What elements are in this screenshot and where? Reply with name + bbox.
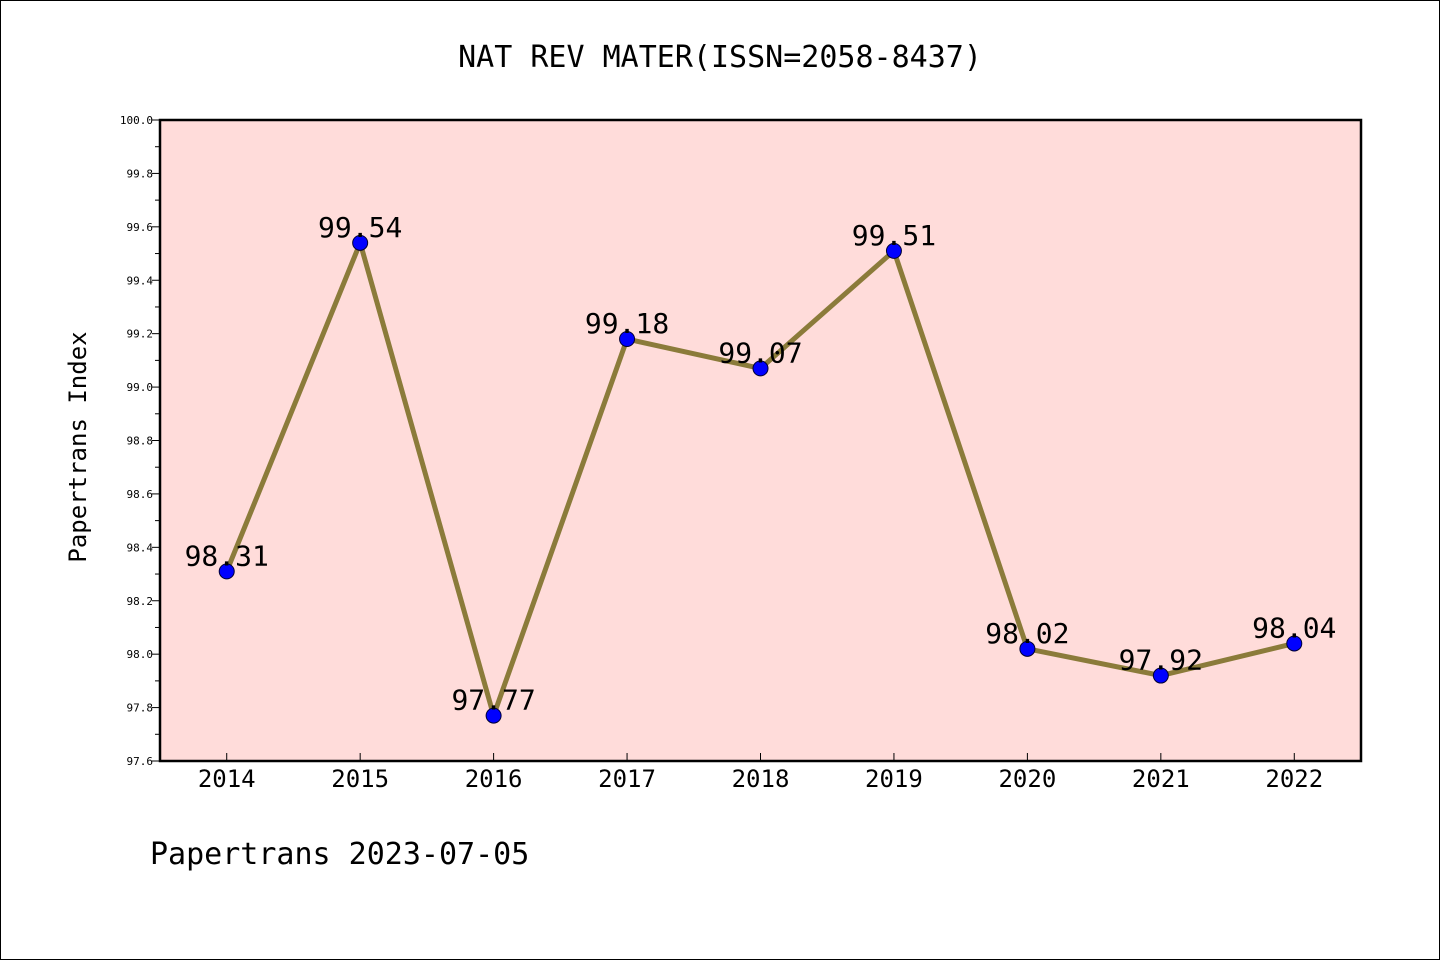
data-point bbox=[1019, 640, 1036, 657]
data-label: 99.51 bbox=[852, 219, 936, 252]
y-axis-label: Papertrans Index bbox=[64, 331, 92, 562]
x-tick-label: 2017 bbox=[598, 765, 656, 793]
y-axis: 97.6 97.8 98.0 98.2 98.4 98.6 98.8 99.0 99.2 99.4… bbox=[120, 114, 160, 768]
data-point bbox=[218, 563, 235, 580]
y-tick-label: 99.6 bbox=[127, 221, 154, 234]
y-tick-label: 97.6 bbox=[127, 755, 154, 768]
data-point bbox=[485, 707, 502, 724]
plot-area bbox=[158, 118, 1363, 763]
data-point bbox=[619, 331, 636, 348]
x-tick-label: 2018 bbox=[732, 765, 790, 793]
y-tick-label: 100.0 bbox=[120, 114, 153, 127]
data-point bbox=[752, 360, 769, 377]
data-label: 99.07 bbox=[718, 336, 802, 369]
x-tick-label: 2015 bbox=[331, 765, 389, 793]
data-label: 98.02 bbox=[985, 617, 1069, 650]
data-point bbox=[1152, 667, 1169, 684]
data-label: 99.18 bbox=[585, 307, 669, 340]
chart-title: NAT REV MATER(ISSN=2058-8437) bbox=[458, 40, 982, 75]
x-axis: 2014 2015 2016 2017 2018 2019 2020 2021 2022 bbox=[198, 753, 1323, 793]
x-tick-label: 2021 bbox=[1132, 765, 1190, 793]
data-label: 98.31 bbox=[185, 539, 269, 572]
data-label: 97.92 bbox=[1119, 644, 1203, 677]
y-tick-label: 99.0 bbox=[127, 381, 154, 394]
x-tick-label: 2019 bbox=[865, 765, 923, 793]
data-point bbox=[885, 242, 902, 259]
x-tick-label: 2020 bbox=[998, 765, 1056, 793]
data-label: 97.77 bbox=[451, 684, 535, 717]
x-tick-label: 2016 bbox=[465, 765, 523, 793]
data-point bbox=[1286, 635, 1303, 652]
y-tick-label: 99.8 bbox=[127, 167, 154, 180]
y-tick-label: 98.4 bbox=[127, 541, 154, 554]
footer-text: Papertrans 2023-07-05 bbox=[150, 837, 529, 872]
data-label: 99.54 bbox=[318, 211, 402, 244]
y-tick-label: 98.2 bbox=[127, 595, 154, 608]
y-tick-label: 97.8 bbox=[127, 702, 154, 715]
data-labels: 98.31 99.54 97.77 99.18 99.07 99.51 98.02 97.92… bbox=[185, 211, 1337, 717]
data-points bbox=[218, 234, 1303, 724]
x-tick-label: 2022 bbox=[1265, 765, 1323, 793]
y-tick-label: 98.8 bbox=[127, 435, 154, 448]
y-tick-label: 98.0 bbox=[127, 648, 154, 661]
data-label: 98.04 bbox=[1252, 611, 1336, 644]
y-tick-label: 99.4 bbox=[127, 274, 154, 287]
x-tick-label: 2014 bbox=[198, 765, 256, 793]
data-point bbox=[352, 234, 369, 251]
y-tick-label: 98.6 bbox=[127, 488, 154, 501]
y-tick-label: 99.2 bbox=[127, 328, 154, 341]
